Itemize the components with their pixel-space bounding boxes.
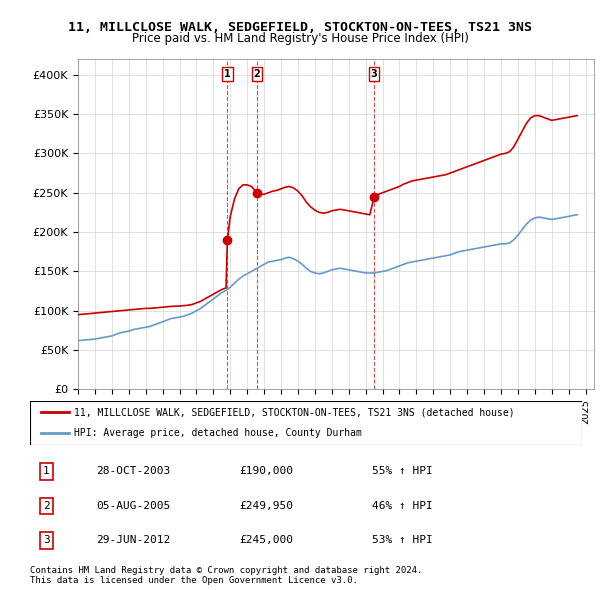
Text: 3: 3 bbox=[371, 69, 377, 79]
Text: 2: 2 bbox=[254, 69, 260, 79]
Text: 28-OCT-2003: 28-OCT-2003 bbox=[96, 467, 170, 476]
Text: 11, MILLCLOSE WALK, SEDGEFIELD, STOCKTON-ON-TEES, TS21 3NS (detached house): 11, MILLCLOSE WALK, SEDGEFIELD, STOCKTON… bbox=[74, 407, 515, 417]
Text: 29-JUN-2012: 29-JUN-2012 bbox=[96, 536, 170, 545]
Text: 46% ↑ HPI: 46% ↑ HPI bbox=[372, 501, 433, 511]
Text: £245,000: £245,000 bbox=[240, 536, 294, 545]
Text: 2: 2 bbox=[43, 501, 50, 511]
Text: £249,950: £249,950 bbox=[240, 501, 294, 511]
Text: This data is licensed under the Open Government Licence v3.0.: This data is licensed under the Open Gov… bbox=[30, 576, 358, 585]
Text: 11, MILLCLOSE WALK, SEDGEFIELD, STOCKTON-ON-TEES, TS21 3NS: 11, MILLCLOSE WALK, SEDGEFIELD, STOCKTON… bbox=[68, 21, 532, 34]
Text: 55% ↑ HPI: 55% ↑ HPI bbox=[372, 467, 433, 476]
FancyBboxPatch shape bbox=[30, 401, 582, 445]
Text: 53% ↑ HPI: 53% ↑ HPI bbox=[372, 536, 433, 545]
Text: Price paid vs. HM Land Registry's House Price Index (HPI): Price paid vs. HM Land Registry's House … bbox=[131, 32, 469, 45]
Text: 1: 1 bbox=[43, 467, 50, 476]
Text: £190,000: £190,000 bbox=[240, 467, 294, 476]
Text: 3: 3 bbox=[43, 536, 50, 545]
Text: 05-AUG-2005: 05-AUG-2005 bbox=[96, 501, 170, 511]
Text: HPI: Average price, detached house, County Durham: HPI: Average price, detached house, Coun… bbox=[74, 428, 362, 438]
Text: Contains HM Land Registry data © Crown copyright and database right 2024.: Contains HM Land Registry data © Crown c… bbox=[30, 566, 422, 575]
Text: 1: 1 bbox=[224, 69, 231, 79]
